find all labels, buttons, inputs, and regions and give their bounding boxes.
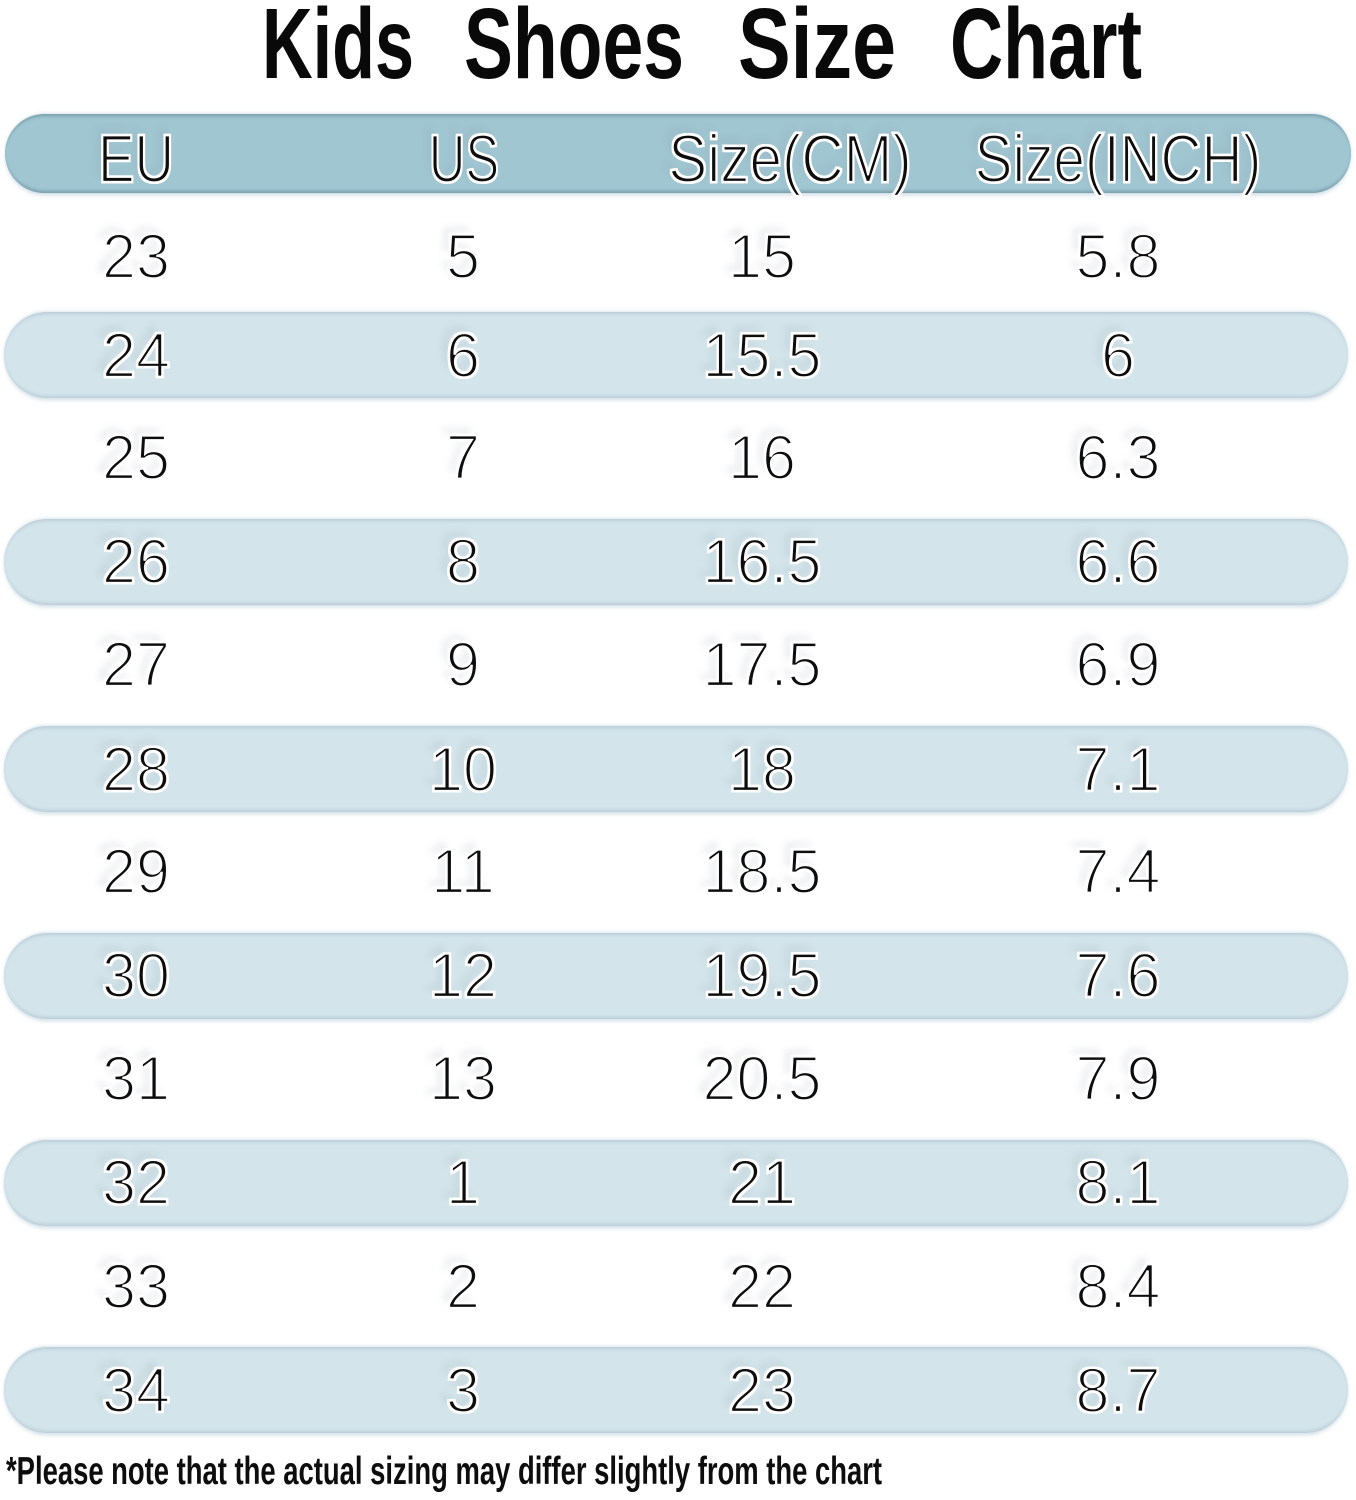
svg-text:Shoes: Shoes xyxy=(464,0,684,100)
svg-text:Size: Size xyxy=(738,0,896,100)
svg-text:Chart: Chart xyxy=(950,0,1142,100)
svg-text:Kids: Kids xyxy=(262,0,414,100)
